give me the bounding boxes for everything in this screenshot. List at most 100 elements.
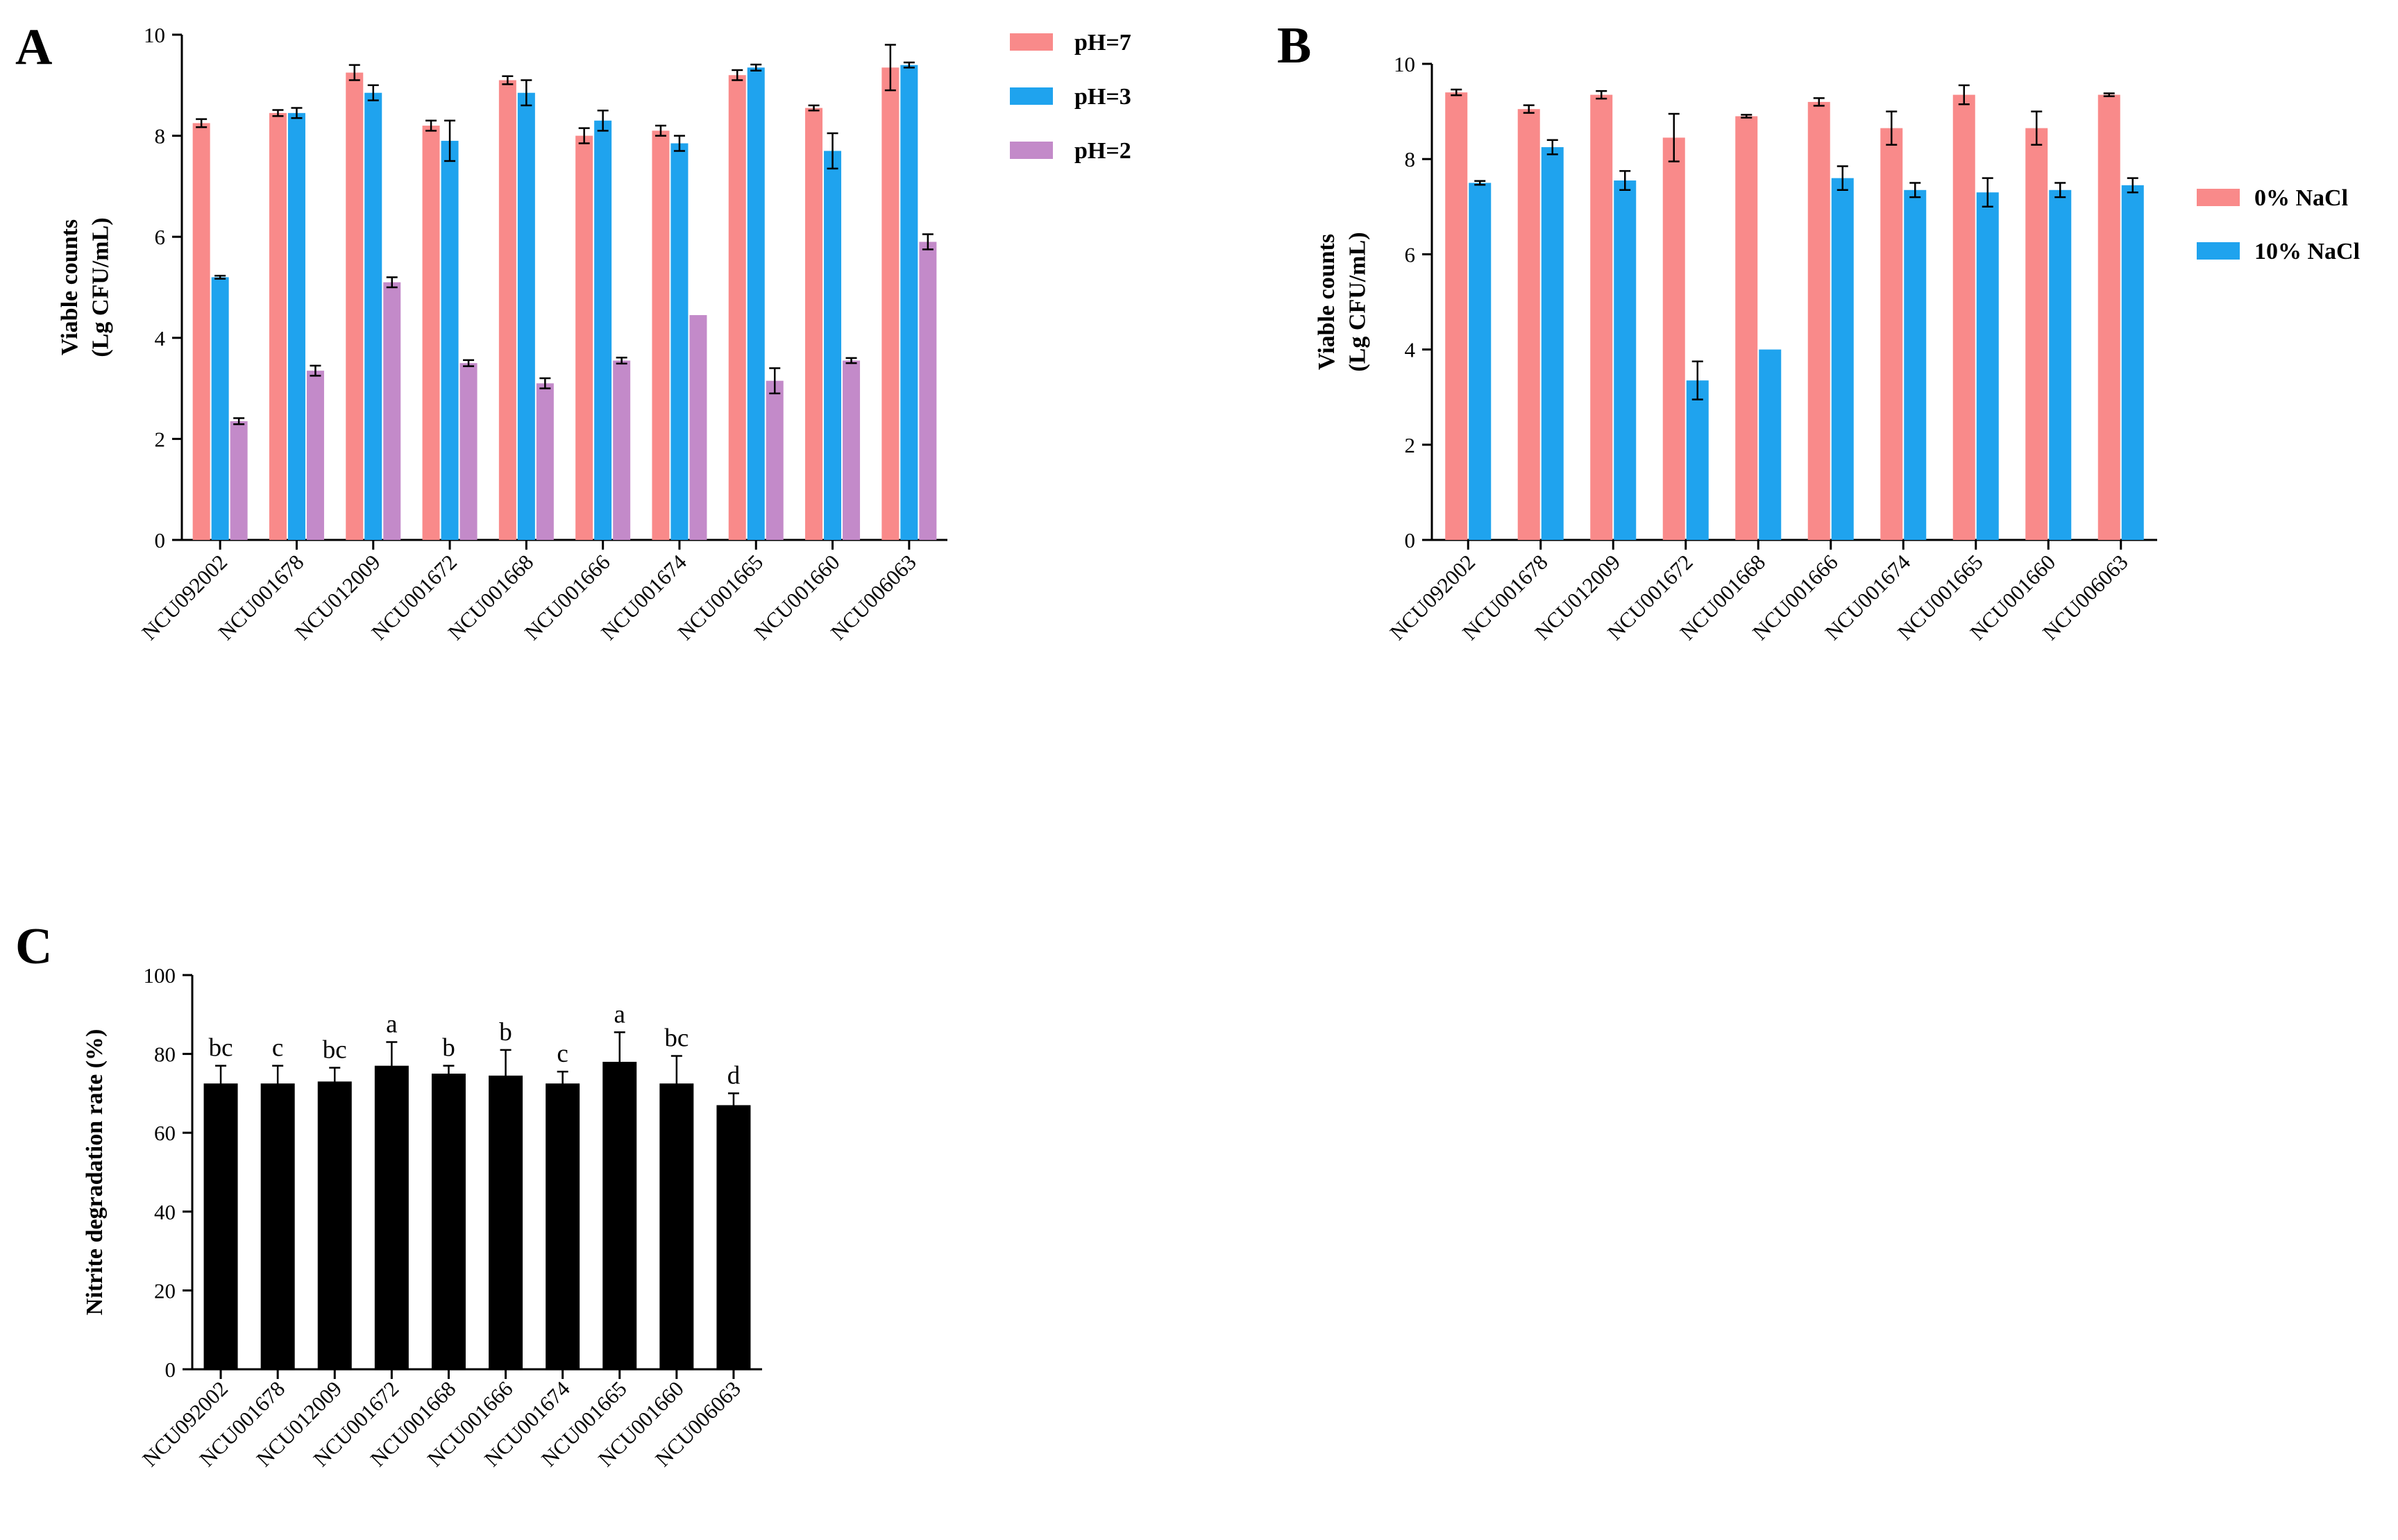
legend-swatch (1010, 33, 1053, 51)
panel-label-b: B (1277, 17, 1311, 74)
bar (1517, 109, 1540, 541)
legend-label: pH=2 (1074, 138, 1131, 164)
significance-label: a (614, 1000, 625, 1029)
bar (192, 123, 210, 540)
chart-c: 0 20 40 60 80 100 Nitrite degradation rate (%)… (82, 963, 762, 1471)
y-tick-label: 0 (165, 1357, 176, 1382)
bar (1662, 137, 1685, 540)
y-tick-label: 6 (1405, 242, 1416, 266)
significance-label: c (557, 1040, 568, 1068)
y-axis-title-line: (Lg CFU/mL) (1344, 232, 1370, 371)
bar (422, 126, 440, 541)
y-tick-label: 20 (154, 1278, 176, 1303)
bar (211, 277, 229, 540)
significance-label: bc (664, 1024, 689, 1052)
bar (546, 1083, 580, 1369)
y-axis-title-line: Viable counts (57, 219, 83, 355)
legend-swatch (1010, 142, 1053, 159)
y-tick-label: 4 (1405, 338, 1416, 362)
bar (1686, 380, 1709, 540)
bar (230, 421, 248, 540)
bar (1445, 92, 1468, 540)
y-tick-label: 2 (1405, 433, 1416, 457)
y-tick-label: 80 (154, 1042, 176, 1067)
bar (441, 140, 459, 540)
bar (747, 67, 765, 540)
bar (919, 242, 937, 540)
bar (1469, 183, 1492, 540)
bar (575, 135, 593, 541)
bar (1952, 94, 1975, 541)
bar (1759, 349, 1782, 540)
significance-label: bc (209, 1034, 233, 1063)
significance-label: a (386, 1010, 397, 1039)
bar (1541, 147, 1564, 541)
bar (1831, 178, 1854, 540)
y-tick-label: 4 (155, 326, 166, 350)
significance-label: d (727, 1061, 741, 1090)
bar (459, 363, 478, 540)
bar (1614, 180, 1637, 540)
y-tick-label: 0 (155, 528, 166, 552)
bar (269, 112, 287, 541)
bar (1735, 116, 1758, 540)
bar (1880, 128, 1903, 541)
y-tick-label: 10 (1394, 52, 1415, 76)
y-axis-title: Viable counts (Lg CFU/mL) (57, 217, 113, 357)
bar (2025, 128, 2048, 541)
bar (498, 80, 516, 540)
bar (364, 92, 382, 541)
y-tick-label: 8 (155, 124, 166, 149)
significance-label: b (499, 1018, 512, 1047)
y-tick-label: 10 (144, 23, 165, 47)
y-tick-label: 40 (154, 1200, 176, 1224)
y-tick-label: 2 (155, 427, 166, 451)
bar (652, 130, 670, 540)
significance-label: b (442, 1034, 455, 1063)
bar (1976, 192, 1999, 540)
bar (317, 1081, 352, 1369)
y-axis-title-line: Viable counts (1314, 234, 1340, 370)
significance-label: c (272, 1034, 283, 1063)
bar (203, 1083, 238, 1369)
bar (900, 65, 918, 541)
y-tick-label: 100 (144, 963, 176, 988)
bar (670, 143, 689, 540)
bar (805, 108, 823, 540)
bar (602, 1061, 637, 1369)
bar (2049, 189, 2072, 540)
y-axis-title: Viable counts (Lg CFU/mL) (1314, 232, 1370, 371)
y-tick-label: 60 (154, 1121, 176, 1145)
bar (1590, 94, 1613, 541)
y-axis-title-line: (Lg CFU/mL) (87, 217, 113, 357)
bar (613, 360, 631, 540)
bar (306, 371, 324, 540)
y-tick-label: 6 (155, 225, 166, 249)
bar (689, 315, 707, 540)
bar (716, 1105, 751, 1369)
panel-label-c: C (15, 918, 52, 975)
bar (1807, 101, 1830, 540)
bar (431, 1074, 466, 1369)
y-axis-title: Nitrite degradation rate (%) (82, 1029, 108, 1316)
bar (536, 383, 554, 540)
legend-label: pH=7 (1074, 30, 1131, 56)
significance-label: bc (323, 1035, 347, 1064)
y-tick-label: 8 (1405, 147, 1416, 171)
bar (881, 67, 900, 540)
bar (1904, 189, 1927, 540)
y-tick-label: 0 (1405, 528, 1416, 552)
legend-swatch (2197, 189, 2240, 206)
bar (843, 360, 861, 540)
bar (2097, 94, 2120, 541)
bar (2121, 185, 2144, 540)
legend-label: 0% NaCl (2254, 185, 2348, 211)
bar (383, 282, 401, 540)
bar (594, 120, 612, 540)
panel-label-a: A (15, 19, 52, 76)
bar (728, 75, 746, 541)
bar (374, 1065, 409, 1369)
legend-swatch (1010, 87, 1053, 105)
